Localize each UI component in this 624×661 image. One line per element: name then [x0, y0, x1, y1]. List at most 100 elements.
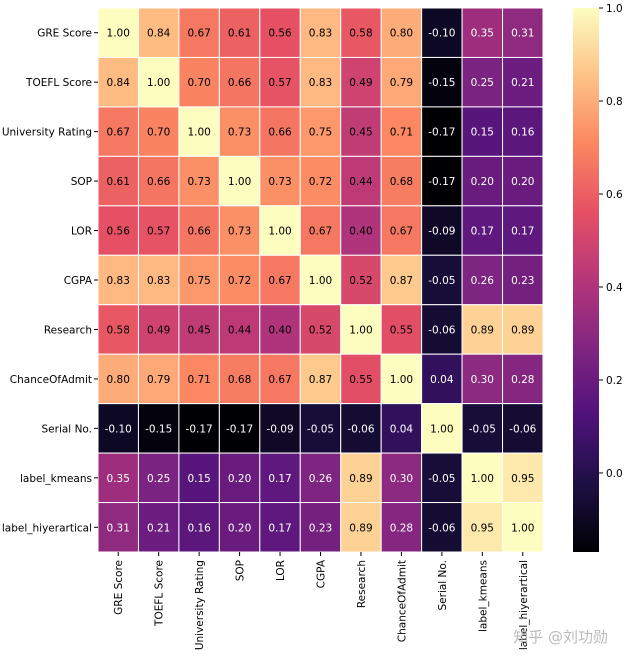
heatmap-cell — [97, 205, 139, 256]
colorbar-tick-label: 0.8 — [606, 96, 623, 108]
cell-value-label: 0.71 — [187, 374, 210, 386]
heatmap-cell — [340, 403, 382, 454]
heatmap-cell — [421, 304, 463, 355]
heatmap-cell — [137, 205, 180, 256]
heatmap-cell — [380, 452, 423, 504]
heatmap-cell — [380, 403, 423, 454]
heatmap-cell — [380, 353, 423, 405]
cell-value-label: 0.52 — [349, 275, 372, 287]
x-tick-label: ChanceOfAdmit — [396, 560, 408, 642]
cell-value-label: 0.67 — [309, 226, 332, 238]
heatmap-cell — [502, 7, 544, 58]
heatmap-cell — [259, 106, 301, 157]
cell-value-label: -0.06 — [347, 423, 374, 435]
heatmap-cell — [178, 502, 220, 553]
cell-value-label: 0.72 — [309, 176, 332, 188]
cell-value-label: 0.26 — [471, 275, 495, 287]
cell-value-label: 0.25 — [147, 473, 170, 485]
cell-value-label: 0.20 — [511, 176, 534, 188]
heatmap-cell — [461, 205, 504, 256]
cell-value-label: 0.45 — [349, 127, 372, 139]
heatmap-cell — [299, 155, 342, 207]
heatmap-cell — [137, 304, 180, 355]
cell-value-label: 0.95 — [471, 522, 494, 534]
heatmap-cell — [259, 452, 301, 504]
cell-value-label: 0.79 — [390, 77, 413, 89]
cell-value-label: 0.79 — [147, 374, 170, 386]
x-tick-label: Research — [356, 560, 368, 608]
cell-value-label: 0.80 — [107, 374, 130, 386]
heatmap-cell — [299, 452, 342, 504]
heatmap-cell — [218, 155, 261, 207]
cell-value-label: 0.04 — [390, 423, 414, 435]
heatmap-cell — [421, 106, 463, 157]
cell-value-label: 0.17 — [268, 522, 291, 534]
cell-value-label: 0.55 — [349, 374, 372, 386]
cell-value-label: -0.05 — [469, 423, 496, 435]
cell-value-label: 0.83 — [147, 275, 170, 287]
heatmap-cell — [340, 106, 382, 157]
cell-value-label: 0.26 — [309, 473, 333, 485]
cell-value-label: 0.89 — [349, 522, 372, 534]
cell-value-label: 0.68 — [228, 374, 251, 386]
x-tick-label: label_kmeans — [477, 560, 489, 632]
heatmap-cell — [178, 56, 220, 108]
cell-value-label: 0.30 — [471, 374, 494, 386]
cell-value-label: 0.67 — [187, 28, 210, 40]
cell-value-label: 1.00 — [187, 127, 210, 139]
cell-value-label: 0.70 — [187, 77, 210, 89]
cell-value-label: 0.73 — [228, 127, 251, 139]
heatmap-cell — [137, 502, 180, 553]
cell-value-label: 0.04 — [430, 374, 454, 386]
heatmap-cell — [259, 353, 301, 405]
cell-value-label: 0.71 — [390, 127, 413, 139]
x-tick-label: SOP — [235, 560, 247, 581]
heatmap-cell — [218, 353, 261, 405]
cell-value-label: 0.89 — [511, 324, 534, 336]
heatmap-cell — [502, 353, 544, 405]
heatmap-cell — [299, 502, 342, 553]
y-tick-label: University Rating — [2, 127, 92, 139]
cell-value-label: 1.00 — [430, 423, 453, 435]
y-tick-label: GRE Score — [37, 28, 92, 40]
cell-value-label: 0.23 — [511, 275, 534, 287]
heatmap-cell — [340, 155, 382, 207]
cell-value-label: 0.21 — [147, 522, 170, 534]
cell-value-label: 0.20 — [228, 473, 251, 485]
cell-value-label: 0.83 — [309, 77, 332, 89]
cell-value-label: -0.15 — [145, 423, 172, 435]
cell-value-label: 0.66 — [268, 127, 292, 139]
heatmap-cell — [299, 106, 342, 157]
cell-value-label: 0.61 — [228, 28, 251, 40]
cell-value-label: 0.35 — [107, 473, 130, 485]
cell-value-label: 1.00 — [471, 473, 494, 485]
heatmap-cell — [380, 502, 423, 553]
cell-value-label: 1.00 — [309, 275, 332, 287]
heatmap-cell — [178, 304, 220, 355]
heatmap-cell — [178, 452, 220, 504]
cell-value-label: 0.66 — [228, 77, 252, 89]
cell-value-label: 0.75 — [309, 127, 332, 139]
heatmap-cell — [218, 304, 261, 355]
cell-value-label: 0.72 — [228, 275, 251, 287]
heatmap-cell — [461, 56, 504, 108]
cell-value-label: 0.56 — [107, 226, 131, 238]
cell-value-label: 1.00 — [511, 522, 534, 534]
cell-value-label: 0.70 — [147, 127, 170, 139]
cell-value-label: -0.06 — [428, 522, 455, 534]
cell-value-label: 0.66 — [187, 226, 211, 238]
cell-value-label: 0.17 — [511, 226, 534, 238]
cell-value-label: 0.67 — [268, 374, 291, 386]
cell-value-label: 0.73 — [187, 176, 210, 188]
heatmap-cell — [502, 304, 544, 355]
heatmap-cell — [340, 304, 382, 355]
heatmap-cell — [502, 205, 544, 256]
cell-value-label: 0.87 — [309, 374, 332, 386]
cell-value-label: 0.68 — [390, 176, 413, 188]
heatmap-cell — [421, 56, 463, 108]
heatmap-cell — [502, 254, 544, 306]
cell-value-label: 0.40 — [268, 324, 291, 336]
cell-value-label: 1.00 — [390, 374, 413, 386]
heatmap-cell — [421, 403, 463, 454]
cell-value-label: 0.66 — [147, 176, 171, 188]
